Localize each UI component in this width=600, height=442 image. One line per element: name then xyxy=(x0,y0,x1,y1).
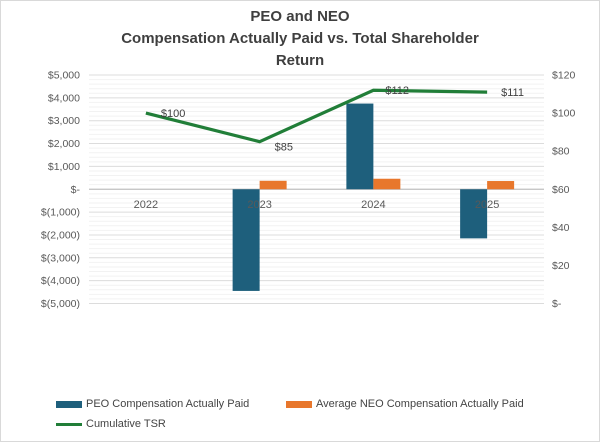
legend-item-peo: PEO Compensation Actually Paid xyxy=(56,398,249,410)
y-axis-left-tick: $4,000 xyxy=(48,92,80,104)
chart-title: PEO and NEO Compensation Actually Paid v… xyxy=(1,6,599,72)
neo-legend-label: Average NEO Compensation Actually Paid xyxy=(316,398,524,410)
chart-title-line-3: Return xyxy=(275,52,325,69)
neo-bar-2023 xyxy=(259,180,287,190)
tsr-legend-label: Cumulative TSR xyxy=(86,418,166,430)
tsr-line xyxy=(145,88,488,144)
tsr-legend-swatch xyxy=(56,422,82,426)
y-axis-right-tick: $80 xyxy=(552,146,570,158)
neo-bar-2024 xyxy=(373,178,401,190)
legend-item-tsr: Cumulative TSR xyxy=(56,418,166,430)
y-axis-left-tick: $- xyxy=(71,184,81,196)
y-axis-left-tick: $1,000 xyxy=(48,161,80,173)
y-axis-left-tick: $(2,000) xyxy=(41,229,80,241)
category-label-2024: 2024 xyxy=(361,199,385,211)
tsr-point-label-2025: $111 xyxy=(501,87,524,99)
category-label-2023: 2023 xyxy=(247,199,271,211)
peo-bar-2025 xyxy=(460,189,488,239)
chart-title-line-1: PEO and NEO xyxy=(250,8,350,25)
y-axis-right-tick: $120 xyxy=(552,70,576,82)
y-axis-left-tick: $(4,000) xyxy=(41,275,80,287)
tsr-point-label-2022: $100 xyxy=(161,108,185,120)
neo-bar-2025 xyxy=(487,181,515,190)
y-axis-left-tick: $5,000 xyxy=(48,70,80,82)
peo-legend-label: PEO Compensation Actually Paid xyxy=(86,398,250,410)
neo-legend-swatch xyxy=(286,400,312,408)
y-axis-left-tick: $(3,000) xyxy=(41,252,80,264)
category-label-2025: 2025 xyxy=(475,199,499,211)
category-label-2022: 2022 xyxy=(134,199,158,211)
y-axis-right-tick: $40 xyxy=(552,222,570,234)
tsr-point-label-2023: $85 xyxy=(275,142,293,154)
tsr-point-label-2024: $112 xyxy=(385,85,409,97)
y-axis-left-tick: $3,000 xyxy=(48,115,80,127)
peo-bar-2023 xyxy=(232,189,260,291)
y-axis-left-tick: $(1,000) xyxy=(41,207,80,219)
peo-legend-swatch xyxy=(56,400,82,408)
y-axis-right-tick: $60 xyxy=(552,184,570,196)
y-axis-right-tick: $20 xyxy=(552,260,570,272)
y-axis-right-tick: $- xyxy=(552,298,562,310)
y-axis-right-tick: $100 xyxy=(552,108,576,120)
y-axis-left-tick: $2,000 xyxy=(48,138,80,150)
legend-item-neo: Average NEO Compensation Actually Paid xyxy=(286,398,524,410)
chart-title-line-2: Compensation Actually Paid vs. Total Sha… xyxy=(121,30,479,47)
y-axis-left-tick: $(5,000) xyxy=(41,298,80,310)
peo-bar-2024 xyxy=(346,103,374,190)
